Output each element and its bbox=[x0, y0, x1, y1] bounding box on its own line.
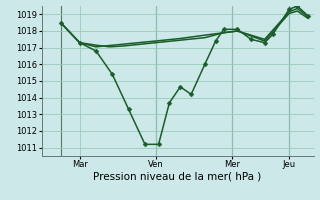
X-axis label: Pression niveau de la mer( hPa ): Pression niveau de la mer( hPa ) bbox=[93, 172, 262, 182]
